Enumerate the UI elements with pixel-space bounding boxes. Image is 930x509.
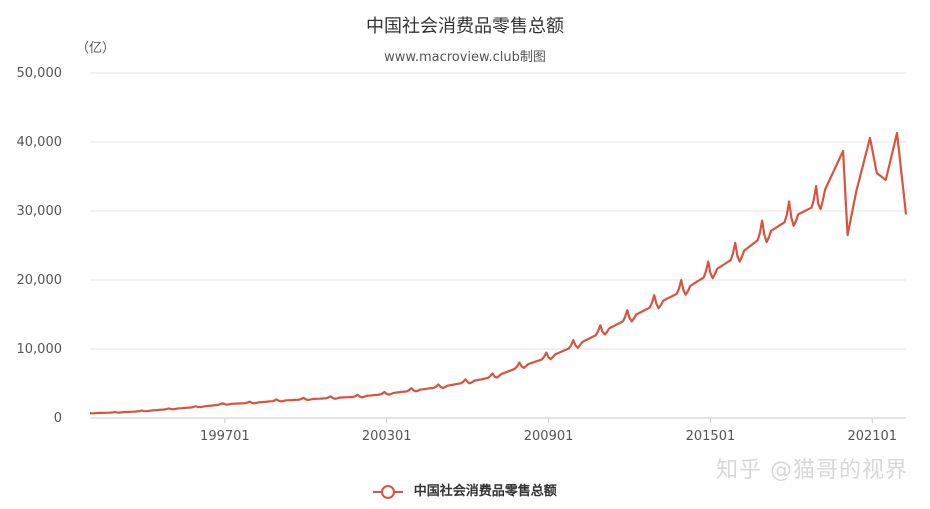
series-line — [89, 131, 908, 415]
watermark: 知乎 @猫哥的视界 — [716, 458, 908, 483]
chart-title: 中国社会消费品零售总额 — [366, 16, 564, 37]
legend-swatch-icon — [373, 484, 404, 499]
chart-subtitle: www.macroview.club制图 — [384, 50, 546, 65]
x-axis-ticks: 199701 200301 200901 201501 202101 — [200, 418, 897, 444]
x-tick-label: 201501 — [686, 429, 736, 444]
x-tick-label: 200901 — [524, 429, 574, 444]
legend[interactable]: 中国社会消费品零售总额 — [0, 480, 930, 499]
y-tick-label: 20,000 — [17, 273, 63, 288]
legend-label: 中国社会消费品零售总额 — [413, 484, 557, 499]
y-tick-label: 30,000 — [17, 204, 63, 219]
gridlines — [90, 72, 906, 419]
y-tick-label: 10,000 — [17, 342, 63, 357]
y-axis-unit-label: （亿） — [76, 41, 116, 56]
y-axis-ticks: 0 10,000 20,000 30,000 40,000 50,000 — [17, 66, 63, 426]
x-tick-label: 200301 — [362, 429, 412, 444]
y-tick-label: 40,000 — [17, 135, 63, 150]
x-tick-label: 199701 — [200, 429, 250, 444]
y-tick-label: 0 — [54, 411, 62, 426]
y-tick-label: 50,000 — [17, 66, 63, 81]
x-tick-label: 202101 — [847, 429, 897, 444]
